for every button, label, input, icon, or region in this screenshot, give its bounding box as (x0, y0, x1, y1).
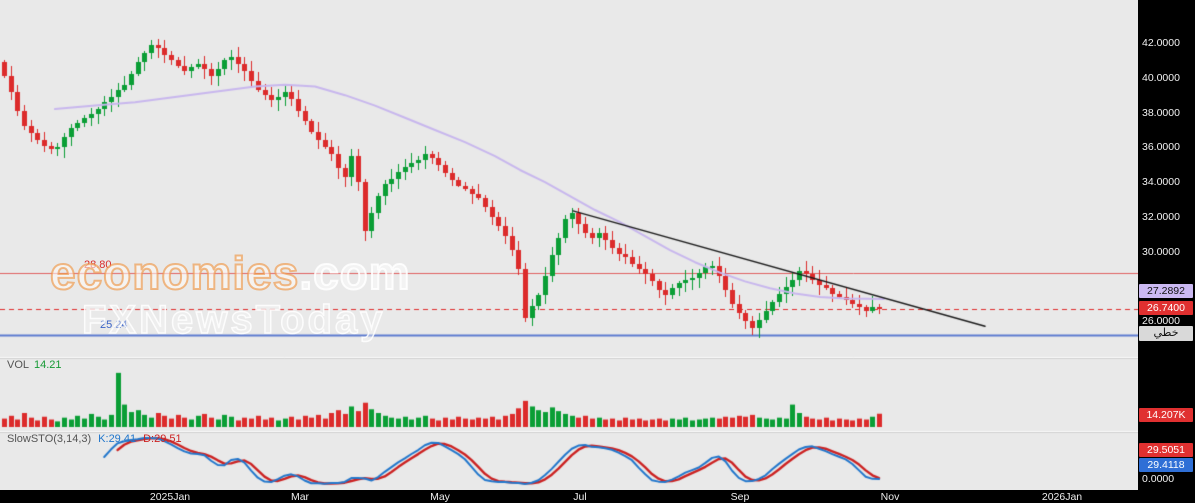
price-axis-label: 32.0000 (1142, 211, 1180, 223)
price-axis-label: 38.0000 (1142, 107, 1180, 119)
price-axis-label: 26.0000 (1142, 315, 1180, 327)
chart-canvas[interactable] (0, 0, 1138, 490)
volume-value-badge: 14.207K (1139, 408, 1193, 422)
stochastic-pane-label: SlowSTO(3,14,3) K:29.41 D:29.51 (7, 433, 182, 445)
time-axis-label: Mar (290, 491, 310, 503)
stochastic-zero-label: 0.0000 (1142, 473, 1175, 485)
time-axis-label: Jul (573, 491, 587, 503)
time-axis-label: Nov (880, 491, 900, 503)
stochastic-title: SlowSTO(3,14,3) (7, 433, 92, 445)
last-price-badge: 26.7400 (1139, 301, 1193, 315)
time-axis-label: 2026Jan (1041, 491, 1083, 503)
price-axis: 27.2892 26.7400 خطي 14.207K 29.5051 29.4… (1138, 0, 1195, 503)
stochastic-d-label: D:29.51 (143, 433, 182, 445)
price-axis-label: 34.0000 (1142, 176, 1180, 188)
chart-panes: economies.com FXNewsToday 28.80 25.24 VO… (0, 0, 1138, 490)
volume-pane-label: VOL 14.21 (7, 359, 62, 371)
volume-current-value: 14.21 (34, 359, 62, 371)
price-axis-label: 42.0000 (1142, 37, 1180, 49)
price-axis-label: 30.0000 (1142, 246, 1180, 258)
ma-value-badge: 27.2892 (1139, 284, 1193, 298)
time-axis-label: May (430, 491, 450, 503)
chart-type-badge[interactable]: خطي (1139, 326, 1193, 341)
price-axis-label: 36.0000 (1142, 141, 1180, 153)
support-level-label: 25.24 (100, 319, 128, 331)
stochastic-k-label: K:29.41 (98, 433, 137, 445)
stochastic-d-badge: 29.5051 (1139, 443, 1193, 457)
time-axis-label: Sep (730, 491, 750, 503)
price-axis-label: 40.0000 (1142, 72, 1180, 84)
volume-title: VOL (7, 359, 30, 371)
time-axis-label: 2025Jan (149, 491, 191, 503)
stochastic-k-badge: 29.4118 (1139, 458, 1193, 472)
time-axis: 2025Jan Mar May Jul Sep Nov 2026Jan (0, 490, 1195, 503)
resistance-level-label: 28.80 (84, 259, 112, 271)
